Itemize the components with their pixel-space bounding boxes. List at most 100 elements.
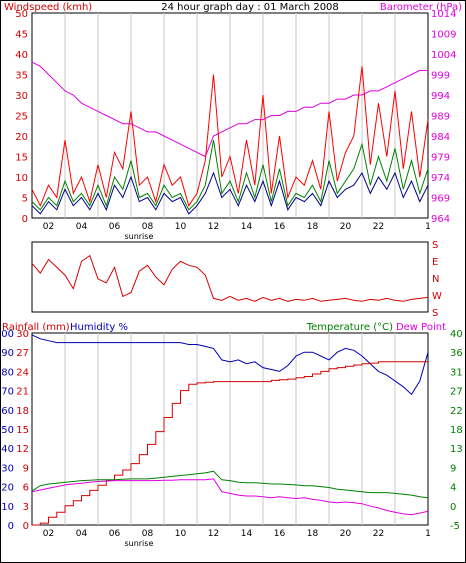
x-tick-label: 14 <box>241 529 253 539</box>
humidity-y-tick: 100 <box>0 329 14 340</box>
humidity-y-tick: 10 <box>1 502 14 513</box>
dew-axis-label: Dew Point <box>396 322 446 333</box>
x-tick-label: 12 <box>208 529 219 539</box>
x-tick-label: 16 <box>274 222 286 232</box>
temp-y-tick: 13 <box>450 444 463 455</box>
baro-y-tick: 1014 <box>431 9 456 20</box>
direction-tick: S <box>432 308 438 319</box>
x-tick-label: 1 <box>425 529 431 539</box>
wind-y-tick: 0 <box>22 214 28 225</box>
temp-y-tick: -5 <box>450 521 460 532</box>
x-tick-label: 1 <box>425 222 431 232</box>
wind-y-tick: 25 <box>15 112 28 123</box>
x-tick-label: 22 <box>373 222 384 232</box>
wind-y-tick: 50 <box>15 9 28 20</box>
baro-y-tick: 989 <box>431 112 450 123</box>
x-tick-label: 04 <box>76 222 88 232</box>
series-temperature-c <box>31 470 429 499</box>
humidity-y-tick: 50 <box>1 425 14 436</box>
wind-y-tick: 30 <box>15 91 28 102</box>
x-tick-label: 02 <box>43 529 54 539</box>
baro-y-tick: 979 <box>431 153 450 164</box>
x-tick-label: 06 <box>109 222 121 232</box>
rain-y-tick: 12 <box>16 444 29 455</box>
humidity-y-tick: 70 <box>1 387 14 398</box>
series-wind-mid <box>31 140 429 211</box>
temp-y-tick: 0 <box>450 502 456 513</box>
temp-y-tick: 18 <box>450 425 463 436</box>
x-tick-label: 10 <box>175 222 187 232</box>
rain-y-tick: 3 <box>23 502 29 513</box>
wind-axis-label: Windspeed (kmh) <box>4 2 92 13</box>
x-tick-label: 18 <box>307 222 319 232</box>
chart-title: 24 hour graph day : 01 March 2008 <box>161 2 339 13</box>
humidity-axis-label: Humidity % <box>70 322 128 333</box>
rain-y-tick: 6 <box>23 483 29 494</box>
direction-tick: W <box>432 291 442 302</box>
humidity-y-tick: 60 <box>1 406 14 417</box>
rain-y-tick: 9 <box>23 463 29 474</box>
wind-y-tick: 15 <box>15 153 28 164</box>
series-dew-point <box>31 478 429 516</box>
series-humidity <box>31 334 429 396</box>
rain-axis-label: Rainfall (mm) <box>2 322 70 333</box>
baro-y-tick: 1004 <box>431 50 456 61</box>
humidity-y-tick: 40 <box>1 444 14 455</box>
rain-y-tick: 0 <box>23 521 29 532</box>
temp-y-tick: 4 <box>450 483 456 494</box>
temp-y-tick: 22 <box>450 406 463 417</box>
wind-y-tick: 40 <box>15 50 28 61</box>
humidity-y-tick: 80 <box>1 367 14 378</box>
x-tick-label: 08 <box>142 222 154 232</box>
baro-y-tick: 964 <box>431 214 450 225</box>
baro-y-tick: 999 <box>431 71 450 82</box>
sunrise-label: sunrise <box>124 539 153 548</box>
direction-tick: N <box>432 274 439 285</box>
baro-y-tick: 984 <box>431 132 450 143</box>
wind-y-tick: 5 <box>22 194 28 205</box>
sunrise-label: sunrise <box>124 232 153 241</box>
baro-y-tick: 974 <box>431 173 450 184</box>
x-tick-label: 06 <box>109 529 121 539</box>
temp-axis-label: Temperature (°C) <box>306 322 393 333</box>
x-tick-label: 10 <box>175 529 187 539</box>
x-tick-label: 16 <box>274 529 286 539</box>
series-wind-gust <box>31 66 429 207</box>
humidity-y-tick: 90 <box>1 348 14 359</box>
temp-y-tick: 27 <box>450 387 463 398</box>
baro-y-tick: 994 <box>431 91 450 102</box>
rain-y-tick: 18 <box>16 406 29 417</box>
x-tick-label: 04 <box>76 529 88 539</box>
x-tick-label: 18 <box>307 529 319 539</box>
x-tick-label: 14 <box>241 222 253 232</box>
wind-y-tick: 20 <box>15 132 28 143</box>
rain-y-tick: 21 <box>16 387 29 398</box>
x-tick-label: 08 <box>142 529 154 539</box>
baro-y-tick: 1009 <box>431 30 456 41</box>
wind-y-tick: 35 <box>15 71 28 82</box>
series-barometer-hpa <box>31 61 428 158</box>
direction-tick: E <box>432 257 438 268</box>
series-wind-speed <box>31 171 429 215</box>
rain-y-tick: 24 <box>16 367 29 378</box>
x-tick-label: 12 <box>208 222 219 232</box>
humidity-y-tick: 30 <box>1 463 14 474</box>
x-tick-label: 02 <box>43 222 54 232</box>
x-tick-label: 22 <box>373 529 384 539</box>
direction-plot-area <box>31 241 429 313</box>
wind-y-tick: 10 <box>15 173 28 184</box>
humidity-y-tick: 0 <box>8 521 14 532</box>
temp-y-tick: 36 <box>450 348 463 359</box>
wind-y-tick: 45 <box>15 30 28 41</box>
rain-y-tick: 27 <box>16 348 29 359</box>
rain-y-tick: 30 <box>16 329 29 340</box>
series-rainfall-mm <box>32 361 428 526</box>
temp-y-tick: 40 <box>450 329 463 340</box>
x-tick-label: 20 <box>340 529 352 539</box>
baro-y-tick: 969 <box>431 194 450 205</box>
temp-y-tick: 31 <box>450 367 463 378</box>
temp-y-tick: 9 <box>450 463 456 474</box>
rain-y-tick: 15 <box>16 425 29 436</box>
series-wind-direction <box>31 254 429 302</box>
